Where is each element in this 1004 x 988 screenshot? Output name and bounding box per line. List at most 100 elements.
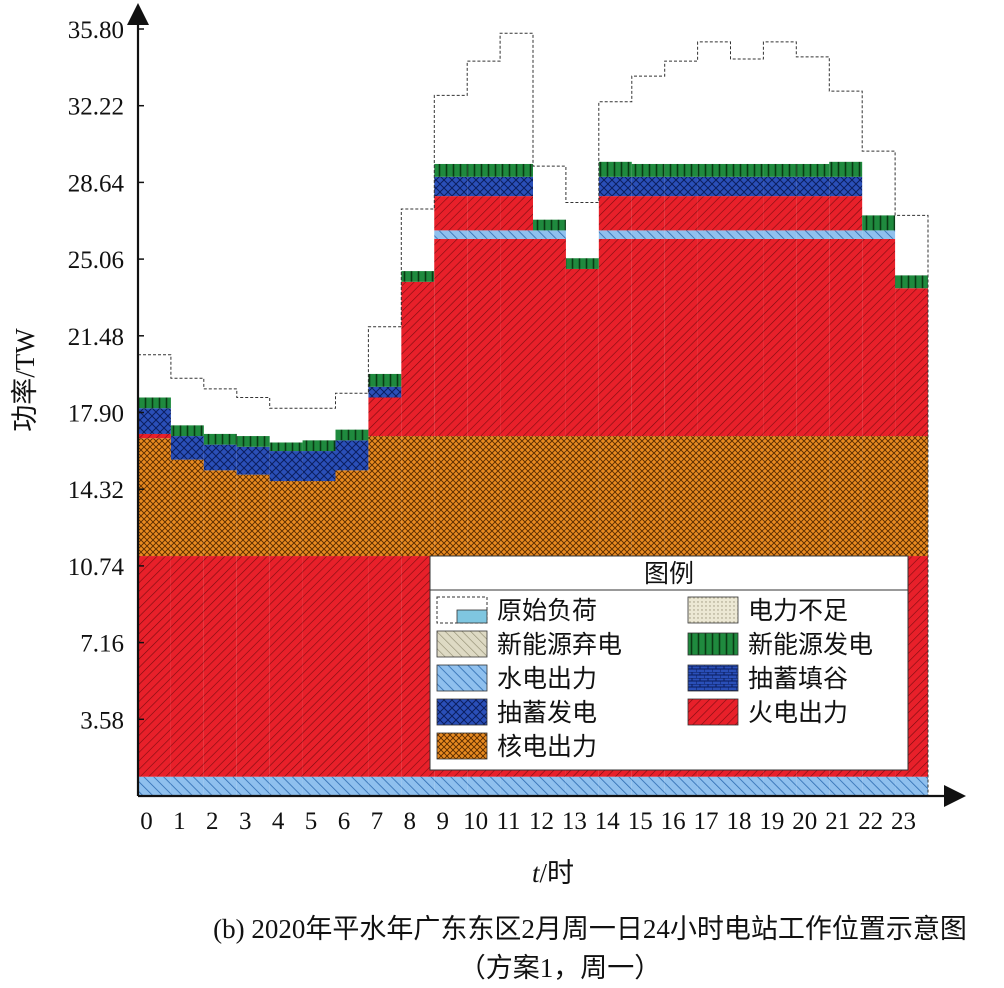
bar-segment-renew-h2 [203, 433, 237, 445]
bar-segment-nuclear-h14 [598, 436, 632, 557]
bar-segment-renew-h1 [170, 425, 204, 437]
legend-label-hydro: 水电出力 [497, 664, 597, 693]
legend-label-renew: 新能源发电 [748, 630, 873, 659]
bar-segment-thermal-h12 [533, 238, 566, 437]
bar-segment-thermal-h3 [236, 556, 270, 777]
bar-segment-thermal-h23 [895, 288, 928, 437]
bar-segment-renew-h13 [565, 258, 599, 269]
bar-segment-renew-h4 [269, 442, 303, 452]
bar-segment-hydro-h5 [302, 776, 336, 796]
bar-segment-thermal-h13 [565, 268, 599, 437]
bar-segment-nuclear-h13 [565, 436, 599, 557]
bar-segment-pumpgen-h19 [763, 176, 797, 197]
legend-item-nuclear: 核电出力 [436, 732, 597, 761]
bar-segment-hydro-h23 [895, 776, 928, 796]
bar-segment-thermal-h16 [664, 238, 698, 437]
bar-segment-hydro-h1 [170, 776, 204, 796]
bar-segment-hydro-h22 [862, 230, 896, 239]
bar-segment-nuclear-h9 [434, 436, 468, 557]
x-tick-label: 9 [436, 808, 449, 835]
bar-segment-thermal-h16 [664, 196, 698, 231]
x-axis-title: t/时 [532, 858, 574, 888]
x-tick-label: 19 [759, 808, 784, 835]
y-tick-label: 32.22 [68, 94, 124, 121]
bar-segment-pumpgen-h5 [302, 451, 336, 482]
legend-label-curtail: 新能源弃电 [497, 630, 622, 659]
bar-segment-nuclear-h1 [170, 459, 204, 557]
bar-segment-thermal-h0 [138, 556, 171, 777]
y-tick-label: 7.16 [80, 631, 124, 658]
bar-segment-thermal-h18 [730, 196, 764, 231]
bar-segment-pumpgen-h2 [203, 444, 237, 471]
bar-segment-hydro-h14 [598, 776, 632, 796]
bar-segment-thermal-h10 [467, 238, 501, 437]
bar-segment-pumpgen-h9 [434, 176, 468, 197]
bar-segment-hydro-h21 [829, 776, 863, 796]
bar-segment-hydro-h12 [533, 776, 566, 796]
legend-item-pumpfill: 抽蓄填谷 [687, 664, 848, 693]
bar-segment-pumpgen-h6 [335, 440, 369, 471]
bar-segment-thermal-h11 [500, 238, 533, 437]
bar-segment-hydro-h18 [730, 776, 764, 796]
bar-segment-nuclear-h5 [302, 481, 336, 557]
bar-segment-nuclear-h23 [895, 436, 928, 557]
bar-segment-thermal-h20 [796, 238, 830, 437]
bar-segment-pumpgen-h18 [730, 176, 764, 197]
bar-segment-hydro-h10 [467, 776, 501, 796]
caption-line-2: （方案1，周一） [459, 953, 662, 983]
bar-segment-hydro-h3 [236, 776, 270, 796]
bar-segment-hydro-h9 [434, 230, 468, 239]
bar-segment-hydro-h16 [664, 230, 698, 239]
bar-segment-pumpgen-h15 [631, 176, 665, 197]
bar-segment-nuclear-h7 [368, 436, 402, 557]
bar-segment-thermal-h14 [598, 238, 632, 437]
bar-segment-hydro-h2 [203, 776, 237, 796]
bar-segment-hydro-h19 [763, 776, 797, 796]
bar-segment-nuclear-h12 [533, 436, 566, 557]
x-tick-label: 14 [595, 808, 621, 835]
y-tick-label: 25.06 [68, 247, 124, 274]
bar-segment-thermal-h8 [401, 556, 435, 777]
x-tick-label: 16 [661, 808, 686, 835]
bar-segment-nuclear-h16 [664, 436, 698, 557]
bar-segment-hydro-h7 [368, 776, 402, 796]
bar-segment-thermal-h2 [203, 556, 237, 777]
legend-item-thermal: 火电出力 [687, 698, 848, 727]
x-tick-label: 18 [727, 808, 752, 835]
bar-segment-nuclear-h2 [203, 470, 237, 557]
bar-segment-hydro-h12 [533, 230, 566, 239]
bar-segment-thermal-h9 [434, 238, 468, 437]
bar-segment-thermal-h21 [829, 238, 863, 437]
bar-segment-nuclear-h6 [335, 470, 369, 557]
x-axis-title-var: t [532, 858, 541, 888]
legend-item-load: 原始负荷 [436, 596, 597, 625]
bar-segment-renew-h16 [664, 163, 698, 177]
x-tick-label: 21 [825, 808, 850, 835]
bar-segment-thermal-h6 [335, 556, 369, 777]
bar-segment-renew-h17 [697, 163, 731, 177]
bar-segment-hydro-h0 [138, 776, 171, 796]
legend-label-load: 原始负荷 [497, 596, 597, 625]
bar-segment-thermal-h22 [862, 238, 896, 437]
x-tick-label: 22 [858, 808, 883, 835]
bar-segment-thermal-h15 [631, 196, 665, 231]
bar-segment-nuclear-h10 [467, 436, 501, 557]
x-tick-label: 4 [272, 808, 285, 835]
bar-segment-renew-h18 [730, 163, 764, 177]
bar-segment-nuclear-h18 [730, 436, 764, 557]
bar-segment-thermal-h0 [138, 433, 171, 439]
bar-segment-thermal-h19 [763, 238, 797, 437]
bar-segment-renew-h8 [401, 271, 435, 282]
y-tick-label: 3.58 [80, 707, 124, 734]
bar-segment-nuclear-h19 [763, 436, 797, 557]
bar-segment-thermal-h10 [467, 196, 501, 231]
bar-segment-hydro-h10 [467, 230, 501, 239]
bar-segment-renew-h14 [598, 161, 632, 177]
bar-segment-nuclear-h20 [796, 436, 830, 557]
bar-segment-nuclear-h0 [138, 438, 171, 557]
bar-segment-nuclear-h17 [697, 436, 731, 557]
bar-segment-nuclear-h8 [401, 436, 435, 557]
bar-segment-thermal-h17 [697, 196, 731, 231]
y-axis-title: 功率/TW [10, 328, 40, 432]
